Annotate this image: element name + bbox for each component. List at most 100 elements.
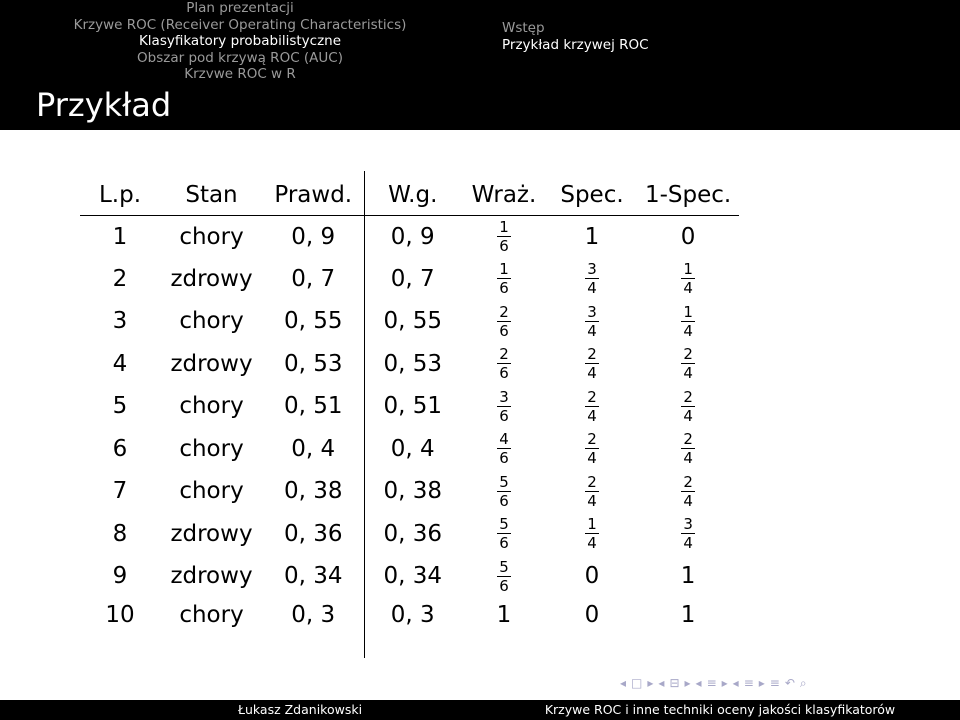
nav-next-arrow[interactable]: ▸ (647, 676, 654, 690)
fraction-denominator: 4 (683, 449, 693, 468)
nav-prev-arrow[interactable]: ◂ (695, 676, 702, 690)
table-row: 3 chory 0, 55 0, 55 2 6 3 4 1 4 (80, 300, 739, 343)
table-row: 9 zdrowy 0, 34 0, 34 5 6 0 1 (80, 555, 739, 598)
cell-lp: 1 (112, 223, 128, 250)
fraction-numerator: 2 (681, 345, 695, 365)
cell-stan: zdrowy (170, 350, 253, 377)
nav-prev-arrow[interactable]: ◂ (732, 676, 739, 690)
fraction-numerator: 3 (585, 302, 599, 322)
header-prawd: Prawd. (263, 171, 364, 216)
cell-prawd: 0, 55 (283, 308, 343, 335)
roc-table: L.p. Stan Prawd. W.g. Wraż. Spec. 1-Spec… (80, 171, 740, 658)
nav-prev-arrow[interactable]: ◂ (620, 676, 627, 690)
cell-lp: 6 (112, 435, 128, 462)
nav-section-list-icon[interactable]: ≡ (706, 676, 717, 690)
nav-subsection-icon[interactable]: ⊟ (669, 676, 680, 690)
nav-next-arrow[interactable]: ▸ (684, 676, 691, 690)
footer-title: Krzywe ROC i inne techniki oceny jakości… (480, 700, 960, 720)
fraction-numerator: 5 (497, 557, 511, 577)
cell-wg: 0, 7 (363, 257, 461, 300)
fraction-numerator: 3 (681, 515, 695, 535)
fraction-denominator: 6 (499, 576, 509, 595)
fraction-denominator: 6 (499, 321, 509, 340)
fraction-denominator: 4 (587, 491, 597, 510)
nav-undo-icon[interactable]: ↶ (784, 676, 795, 690)
nav-search-icon[interactable]: ⌕ (799, 676, 807, 690)
section-nav-item[interactable]: Obszar pod krzywą ROC (AUC) (137, 49, 343, 66)
fraction-denominator: 6 (499, 491, 509, 510)
fraction-denominator: 4 (587, 321, 597, 340)
header-spec: Spec. (547, 171, 637, 216)
nav-next-arrow[interactable]: ▸ (721, 676, 728, 690)
header-wraz: Wraż. (461, 171, 547, 216)
section-nav-item[interactable]: Plan prezentacji (186, 0, 294, 16)
fraction-denominator: 4 (587, 449, 597, 468)
cell-wg: 0, 3 (363, 597, 461, 658)
fraction-denominator: 4 (683, 364, 693, 383)
cell-prawd: 0, 51 (283, 393, 343, 420)
fraction-denominator: 4 (683, 321, 693, 340)
nav-section-icon[interactable]: ≡ (743, 676, 754, 690)
section-nav: Plan prezentacji Krzywe ROC (Receiver Ope… (0, 0, 480, 82)
footer: Łukasz Zdanikowski Krzywe ROC i inne tec… (0, 700, 960, 720)
fraction-numerator: 2 (681, 430, 695, 450)
subsection-nav-item[interactable]: Przykład krzywej ROC (502, 37, 649, 53)
table-row: 7 chory 0, 38 0, 38 5 6 2 4 2 4 (80, 470, 739, 513)
fraction-numerator: 2 (585, 430, 599, 450)
nav-prev-arrow[interactable]: ◂ (658, 676, 665, 690)
fraction-denominator: 4 (587, 364, 597, 383)
fraction-denominator: 4 (683, 406, 693, 425)
cell-wg: 0, 53 (363, 342, 461, 385)
fraction-denominator: 6 (499, 237, 509, 255)
cell-stan: chory (179, 601, 244, 628)
fraction-denominator: 4 (683, 491, 693, 510)
cell-stan: zdrowy (170, 520, 253, 547)
cell-1spec: 1 (680, 563, 696, 590)
nav-frame-icon[interactable]: □ (631, 676, 643, 690)
cell-wg: 0, 34 (363, 555, 461, 598)
header-nav: Plan prezentacji Krzywe ROC (Receiver Ope… (0, 0, 960, 82)
cell-spec: 0 (584, 563, 600, 590)
fraction-denominator: 6 (499, 449, 509, 468)
header-1spec: 1-Spec. (637, 171, 740, 216)
table-row: 5 chory 0, 51 0, 51 3 6 2 4 2 4 (80, 385, 739, 428)
cell-wg: 0, 51 (363, 385, 461, 428)
cell-stan: zdrowy (170, 265, 253, 292)
cell-wg: 0, 38 (363, 470, 461, 513)
cell-lp: 7 (112, 478, 128, 505)
fraction-denominator: 4 (683, 534, 693, 553)
section-nav-item[interactable]: Klasyfikatory probabilistyczne (138, 33, 342, 49)
cell-wg: 0, 55 (363, 300, 461, 343)
cell-prawd: 0, 34 (283, 563, 343, 590)
header-lp: L.p. (80, 171, 160, 216)
fraction-denominator: 6 (499, 534, 509, 553)
subsection-nav-item[interactable]: Wstęp (502, 20, 545, 36)
cell-stan: chory (179, 393, 244, 420)
table-row: 8 zdrowy 0, 36 0, 36 5 6 1 4 3 4 (80, 512, 739, 556)
table-header-row: L.p. Stan Prawd. W.g. Wraż. Spec. 1-Spec… (80, 171, 740, 216)
nav-next-arrow[interactable]: ▸ (758, 676, 765, 690)
section-nav-item[interactable]: Krzywe ROC (Receiver Operating Character… (73, 16, 407, 33)
nav-align-icon[interactable]: ≡ (769, 676, 780, 690)
fraction-numerator: 1 (497, 260, 511, 280)
cell-prawd: 0, 4 (291, 435, 336, 462)
